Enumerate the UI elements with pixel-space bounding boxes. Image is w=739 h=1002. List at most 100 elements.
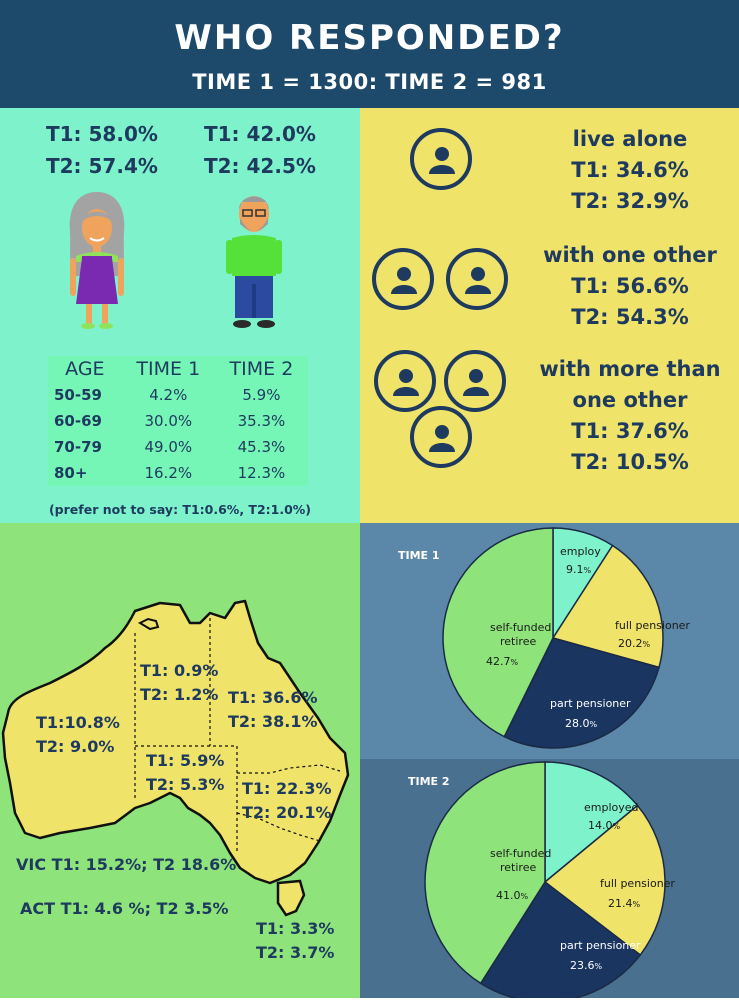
pie-slice-label: part pensioner bbox=[550, 697, 631, 710]
pie-slice-value: 28.0% bbox=[565, 717, 598, 730]
tasmania-outline bbox=[276, 879, 306, 917]
sa-t2: T2: 5.3% bbox=[146, 775, 225, 794]
pie-title-time2: TIME 2 bbox=[408, 775, 450, 788]
pie-slice-value: 21.4% bbox=[608, 897, 641, 910]
tas-stats: T1: 3.3% T2: 3.7% bbox=[256, 917, 334, 965]
more-than-one-label-line1: with more than bbox=[539, 357, 721, 381]
female-t2: T2: 57.4% bbox=[46, 154, 158, 178]
pie-slice-label: retiree bbox=[500, 635, 536, 648]
pie-slice-label: self-funded bbox=[490, 847, 551, 860]
female-t1: T1: 58.0% bbox=[46, 122, 158, 146]
pie-slice-value: 20.2% bbox=[618, 637, 651, 650]
person-icon bbox=[444, 350, 506, 412]
time1-value: 30.0% bbox=[144, 412, 193, 430]
tas-t1: T1: 3.3% bbox=[256, 919, 335, 938]
pie-slice-label: retiree bbox=[500, 861, 536, 874]
time2-value: 45.3% bbox=[237, 438, 286, 456]
time2-value: 5.9% bbox=[242, 386, 281, 404]
man-icon bbox=[226, 196, 282, 328]
more-than-one-label-line2: one other bbox=[572, 388, 688, 412]
age-header: AGE bbox=[65, 358, 105, 380]
time1-value: 4.2% bbox=[149, 386, 188, 404]
nsw-t2: T2: 20.1% bbox=[242, 803, 332, 822]
pie-panel-time2: TIME 2 employed 14.0% full pensioner 21.4% p… bbox=[360, 759, 739, 1002]
sa-t1: T1: 5.9% bbox=[146, 751, 225, 770]
pie-slice-value: 42.7% bbox=[486, 655, 519, 668]
pie-chart-time2: employed 14.0% full pensioner 21.4% part pen… bbox=[424, 761, 675, 1002]
pie-slice bbox=[503, 637, 660, 749]
pie-title-time1: TIME 1 bbox=[398, 549, 440, 562]
time1-value: 49.0% bbox=[144, 438, 193, 456]
pie-panel-time1: TIME 1 employ 9.1% full pensioner 20.2% part… bbox=[360, 523, 739, 759]
pie-slice bbox=[551, 544, 664, 669]
age-footnote: (prefer not to say: T1:0.6%, T2:1.0%) bbox=[48, 502, 312, 517]
time2-value: 12.3% bbox=[237, 464, 286, 482]
one-other-label: with one other bbox=[543, 243, 717, 267]
age-band: 50-59 bbox=[54, 386, 102, 404]
table-row: 70-79 49.0% 45.3% bbox=[48, 434, 308, 460]
pie-slice-label: full pensioner bbox=[600, 877, 675, 890]
age-band: 80+ bbox=[54, 464, 88, 482]
living-arrangements-panel: live alone T1: 34.6% T2: 32.9% with one … bbox=[360, 108, 739, 523]
table-row: 50-59 4.2% 5.9% bbox=[48, 382, 308, 408]
state-map-panel: T1: 0.9% T2: 1.2% T1: 36.6% T2: 38.1% T1… bbox=[0, 523, 360, 998]
pie-slice-value: 14.0% bbox=[588, 819, 621, 832]
one-other-stats: with one other T1: 56.6% T2: 54.3% bbox=[530, 240, 730, 333]
pie-slice-value: 9.1% bbox=[566, 563, 592, 576]
nsw-t1: T1: 22.3% bbox=[242, 779, 332, 798]
table-row: 80+ 16.2% 12.3% bbox=[48, 460, 308, 486]
wa-t2: T2: 9.0% bbox=[36, 737, 115, 756]
tas-t2: T2: 3.7% bbox=[256, 943, 335, 962]
nsw-stats: T1: 22.3% T2: 20.1% bbox=[242, 777, 332, 825]
age-band: 60-69 bbox=[54, 412, 102, 430]
time2-header: TIME 2 bbox=[229, 358, 294, 380]
more-than-one-t1: T1: 37.6% bbox=[571, 419, 689, 443]
pie-slice bbox=[424, 761, 546, 985]
live-alone-label: live alone bbox=[572, 127, 688, 151]
nt-stats: T1: 0.9% T2: 1.2% bbox=[140, 659, 218, 707]
qld-nsw-border bbox=[237, 764, 341, 774]
one-other-t2: T2: 54.3% bbox=[571, 305, 689, 329]
page-title: WHO RESPONDED? bbox=[174, 18, 565, 58]
time1-header: TIME 1 bbox=[136, 358, 201, 380]
pie-slice-label: employ bbox=[560, 545, 601, 558]
nt-t1: T1: 0.9% bbox=[140, 661, 219, 680]
one-other-t1: T1: 56.6% bbox=[571, 274, 689, 298]
pie-slice bbox=[544, 761, 639, 884]
time1-value: 16.2% bbox=[144, 464, 193, 482]
nsw-vic-border bbox=[236, 812, 321, 842]
time2-value: 35.3% bbox=[237, 412, 286, 430]
pie-slice-label: full pensioner bbox=[615, 619, 690, 632]
pie-slice-value: 41.0% bbox=[496, 889, 529, 902]
live-alone-stats: live alone T1: 34.6% T2: 32.9% bbox=[540, 124, 720, 217]
person-icon bbox=[372, 248, 434, 310]
nt-t2: T2: 1.2% bbox=[140, 685, 219, 704]
age-band: 70-79 bbox=[54, 438, 102, 456]
male-t2: T2: 42.5% bbox=[204, 154, 316, 178]
more-than-one-stats: with more than one other T1: 37.6% T2: 1… bbox=[526, 354, 734, 478]
qld-t2: T2: 38.1% bbox=[228, 712, 318, 731]
pie-slice-label: part pensioner bbox=[560, 939, 641, 952]
person-icon bbox=[446, 248, 508, 310]
header-banner: WHO RESPONDED? TIME 1 = 1300: TIME 2 = 9… bbox=[0, 0, 739, 108]
vic-stats: VIC T1: 15.2%; T2 18.6% bbox=[16, 855, 237, 874]
live-alone-t1: T1: 34.6% bbox=[571, 158, 689, 182]
qld-stats: T1: 36.6% T2: 38.1% bbox=[228, 686, 318, 734]
sa-stats: T1: 5.9% T2: 5.3% bbox=[146, 749, 224, 797]
age-table: AGE TIME 1 TIME 2 50-59 4.2% 5.9% 60-69 … bbox=[48, 356, 308, 486]
pie-slice bbox=[543, 804, 666, 957]
male-t1: T1: 42.0% bbox=[204, 122, 316, 146]
pie-slice-label: self-funded bbox=[490, 621, 551, 634]
page-subtitle: TIME 1 = 1300: TIME 2 = 981 bbox=[192, 70, 547, 94]
qld-t1: T1: 36.6% bbox=[228, 688, 318, 707]
pie-slice-label: employed bbox=[584, 801, 639, 814]
age-table-header: AGE TIME 1 TIME 2 bbox=[48, 356, 308, 382]
mainland-outline bbox=[1, 599, 350, 885]
person-icon bbox=[410, 406, 472, 468]
more-than-one-t2: T2: 10.5% bbox=[571, 450, 689, 474]
pie-slice-value: 23.6% bbox=[570, 959, 603, 972]
woman-icon bbox=[69, 192, 125, 329]
person-icon bbox=[410, 128, 472, 190]
female-stats: T1: 58.0% T2: 57.4% bbox=[46, 118, 158, 182]
